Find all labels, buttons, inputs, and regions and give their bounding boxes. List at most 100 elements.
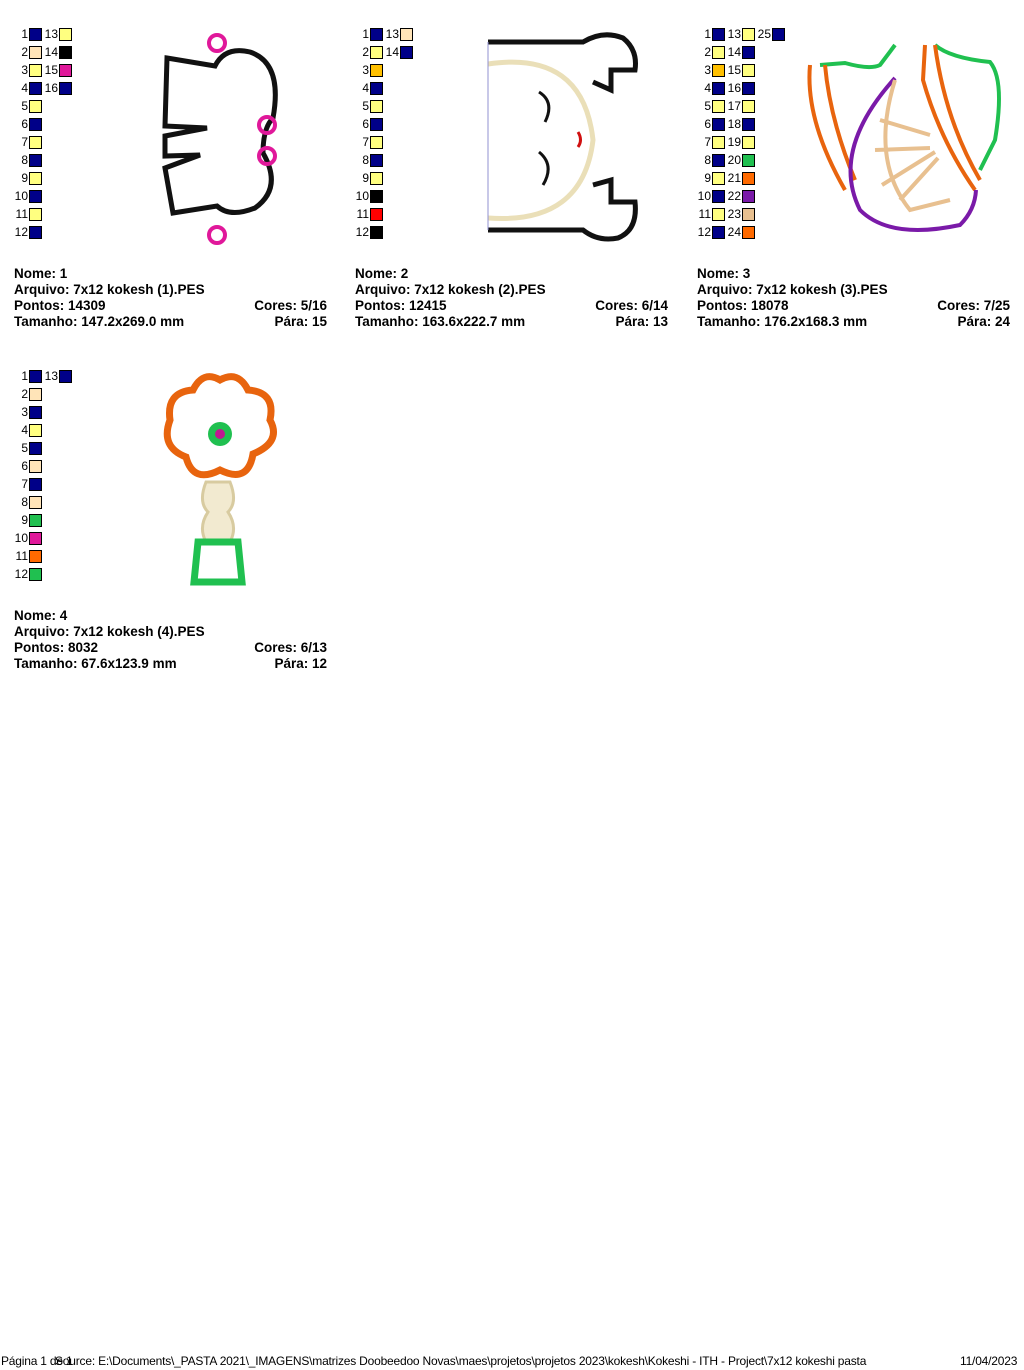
color-swatch-row: 11 [355, 207, 385, 221]
color-swatch-row: 22 [727, 189, 757, 203]
color-swatch-row: 12 [14, 225, 44, 239]
color-swatch-row: 21 [727, 171, 757, 185]
swatch-color [370, 82, 383, 95]
color-swatch-row: 18 [727, 117, 757, 131]
color-swatch-row: 17 [727, 99, 757, 113]
color-swatch-row: 12 [355, 225, 385, 239]
color-swatch-row: 4 [355, 81, 385, 95]
color-swatch-row: 20 [727, 153, 757, 167]
design-name: Nome: 2 [355, 266, 409, 281]
swatch-color [29, 514, 42, 527]
swatch-color [370, 118, 383, 131]
info-line: Nome: 2 [355, 266, 668, 282]
design-points: Pontos: 8032 [14, 640, 99, 655]
swatch-color [29, 370, 42, 383]
design-stops: Pára: 12 [274, 656, 327, 671]
swatch-color [712, 226, 725, 239]
swatch-number: 18 [727, 117, 741, 131]
design-info: Nome: 3 Arquivo: 7x12 kokesh (3).PES Ponto… [697, 266, 1010, 330]
swatch-number: 7 [21, 477, 28, 491]
swatch-number: 3 [21, 405, 28, 419]
swatch-color [742, 190, 755, 203]
swatch-color [29, 118, 42, 131]
swatch-number: 6 [21, 459, 28, 473]
swatch-number: 11 [356, 207, 369, 221]
info-line: Pontos: 12415 Cores: 6/14 [355, 298, 668, 314]
swatch-color [370, 226, 383, 239]
info-line: Tamanho: 163.6x222.7 mm Pára: 13 [355, 314, 668, 330]
swatch-color [29, 100, 42, 113]
swatch-number: 6 [21, 117, 28, 131]
color-swatch-row: 19 [727, 135, 757, 149]
swatch-color [712, 28, 725, 41]
swatch-color [29, 478, 42, 491]
swatch-number: 5 [704, 99, 711, 113]
color-swatch-row: 5 [697, 99, 727, 113]
color-swatch-row: 1 [697, 27, 727, 41]
info-line: Pontos: 8032 Cores: 6/13 [14, 640, 327, 656]
swatch-number: 3 [21, 63, 28, 77]
swatch-number: 5 [362, 99, 369, 113]
swatch-color [742, 118, 755, 131]
swatch-color [400, 46, 413, 59]
swatch-color [370, 46, 383, 59]
swatch-color [400, 28, 413, 41]
swatch-number: 6 [362, 117, 369, 131]
swatch-color [370, 172, 383, 185]
design-4-preview [163, 373, 277, 586]
swatch-number: 1 [704, 27, 711, 41]
swatch-number: 22 [727, 189, 741, 203]
swatch-number: 13 [44, 27, 58, 41]
swatch-color [29, 172, 42, 185]
swatch-number: 12 [697, 225, 711, 239]
info-line: Pontos: 14309 Cores: 5/16 [14, 298, 327, 314]
info-line: Nome: 3 [697, 266, 1010, 282]
swatch-number: 25 [757, 27, 771, 41]
color-swatch-row: 13 [385, 27, 415, 41]
swatch-number: 20 [727, 153, 741, 167]
color-swatch-row: 7 [355, 135, 385, 149]
design-name: Nome: 3 [697, 266, 751, 281]
info-line: Pontos: 18078 Cores: 7/25 [697, 298, 1010, 314]
color-swatch-row: 5 [14, 441, 44, 455]
color-swatch-row: 13 [727, 27, 757, 41]
swatch-color [370, 190, 383, 203]
swatch-color [712, 100, 725, 113]
swatch-number: 12 [355, 225, 369, 239]
swatch-color [59, 64, 72, 77]
swatch-color [29, 568, 42, 581]
swatch-number: 5 [21, 99, 28, 113]
swatch-number: 12 [14, 225, 28, 239]
design-1-preview [162, 33, 278, 245]
color-swatch-row: 11 [14, 549, 44, 563]
swatch-number: 4 [21, 423, 28, 437]
swatch-number: 15 [44, 63, 58, 77]
swatch-color [712, 64, 725, 77]
swatch-color [712, 82, 725, 95]
design-block-2: 1 2 3 4 5 6 7 8 9 10 11 12 13 14 Nome: 2 Arquivo: 7x12 … [355, 27, 669, 334]
design-size: Tamanho: 147.2x269.0 mm [14, 314, 185, 329]
design-colors: Cores: 7/25 [937, 298, 1010, 313]
swatch-number: 1 [21, 27, 28, 41]
design-points: Pontos: 18078 [697, 298, 789, 313]
color-swatch-row: 4 [14, 423, 44, 437]
design-colors: Cores: 6/14 [595, 298, 668, 313]
design-file: Arquivo: 7x12 kokesh (4).PES [14, 624, 205, 639]
color-swatch-row: 4 [697, 81, 727, 95]
swatch-color [29, 46, 42, 59]
color-swatch-row: 10 [355, 189, 385, 203]
design-block-3: 1 2 3 4 5 6 7 8 9 10 11 12 13 14 15 16 17 18 19 20 21 22 23 24 2… [697, 27, 1011, 334]
swatch-number: 10 [355, 189, 369, 203]
swatch-color [742, 64, 755, 77]
swatch-color [712, 154, 725, 167]
swatch-number: 8 [21, 495, 28, 509]
color-swatch-row: 8 [14, 153, 44, 167]
swatch-number: 4 [704, 81, 711, 95]
design-2-preview [487, 32, 638, 242]
color-swatch-row: 11 [14, 207, 44, 221]
swatch-color [742, 100, 755, 113]
swatch-color [742, 172, 755, 185]
swatch-number: 9 [21, 171, 28, 185]
design-stops: Pára: 15 [274, 314, 327, 329]
swatch-number: 9 [704, 171, 711, 185]
